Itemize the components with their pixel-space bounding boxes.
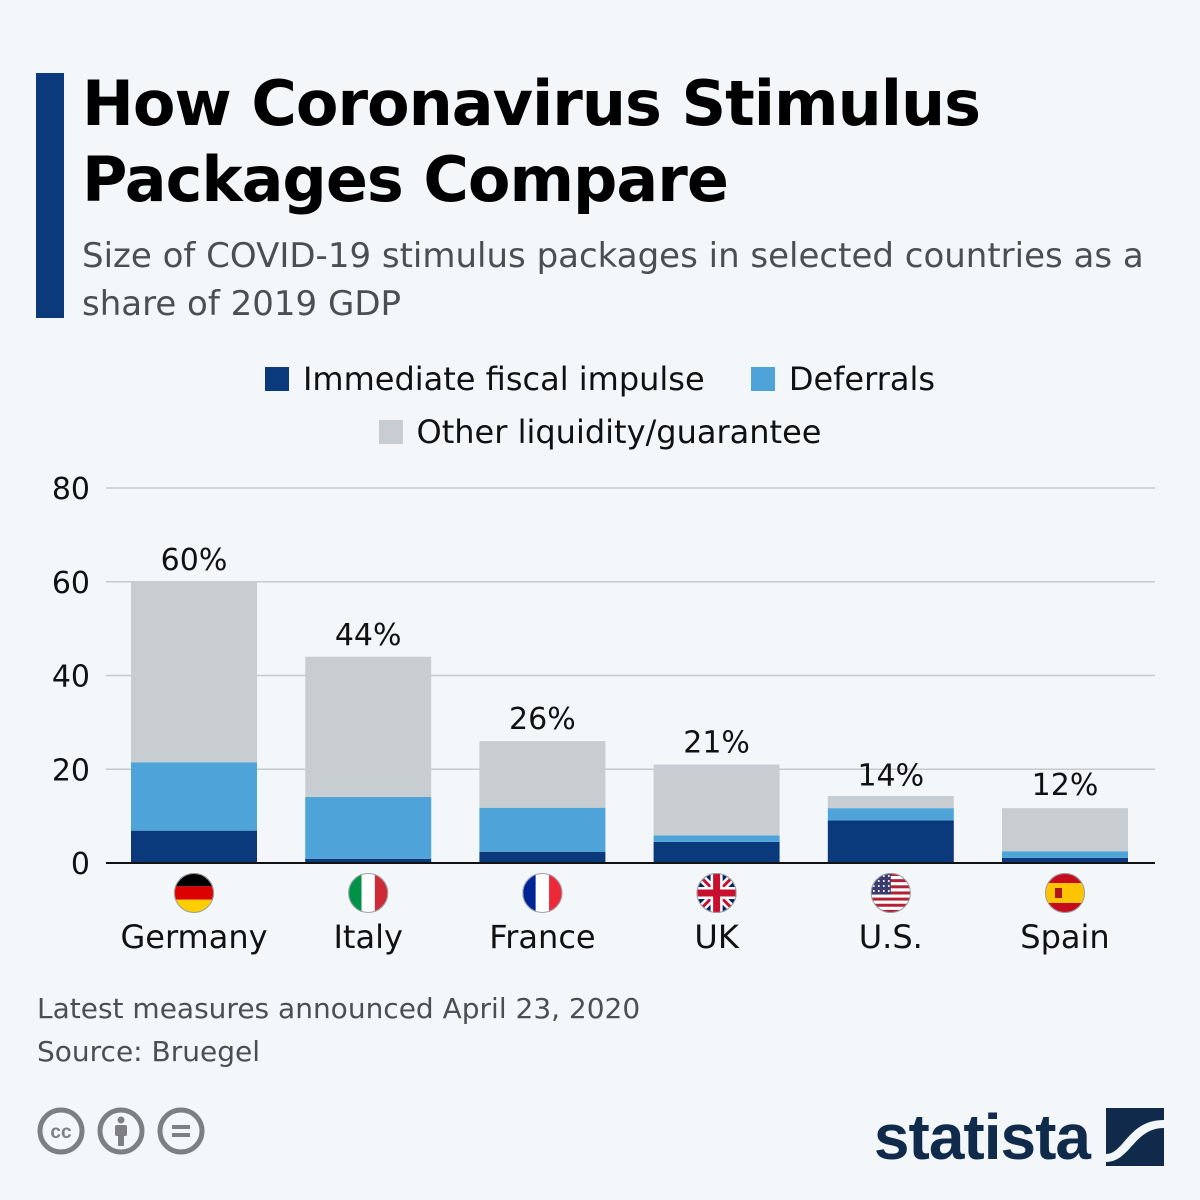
svg-text:cc: cc [50, 1122, 72, 1143]
total-data-label: 26% [509, 702, 576, 737]
y-tick-label: 20 [52, 753, 90, 788]
bar-segment-immediate [305, 858, 432, 863]
flag-uk-icon [696, 873, 737, 913]
bar-segment-immediate [827, 820, 954, 863]
flag-france-border [522, 873, 563, 913]
bar-segment-other [653, 764, 780, 836]
bar-segment-immediate [1002, 857, 1128, 863]
legend-item-immediate: Immediate fiscal impulse [264, 360, 705, 398]
bar-segment-deferrals [131, 762, 257, 831]
x-category-label: U.S. [859, 918, 923, 956]
brand-name: statista [873, 1101, 1091, 1173]
chart-title: How Coronavirus Stimulus Packages Compar… [82, 67, 981, 216]
bar-segment-other [479, 741, 606, 808]
legend-swatch-other [378, 420, 403, 444]
bar-segment-deferrals [1002, 851, 1128, 858]
total-data-label: 12% [1032, 768, 1099, 803]
flag-us-icon [870, 873, 911, 913]
legend-row-2: Other liquidity/guarantee [0, 413, 1200, 452]
attribution-icon[interactable] [96, 1106, 146, 1156]
x-category-label: Spain [1020, 918, 1109, 956]
chart-subtitle: Size of COVID-19 stimulus packages in se… [82, 236, 1144, 324]
no-derivatives-icon[interactable] [156, 1106, 206, 1156]
legend-item-deferrals: Deferrals [750, 360, 936, 398]
title-accent-bar [36, 73, 64, 318]
total-data-label: 14% [857, 758, 924, 793]
y-tick-label: 80 [52, 472, 90, 507]
bar-segment-other [827, 795, 954, 809]
total-data-label: 60% [161, 543, 228, 578]
legend-item-other: Other liquidity/guarantee [378, 413, 822, 451]
footnote: Latest measures announced April 23, 2020 [37, 992, 641, 1025]
cc-icon[interactable]: cc [36, 1106, 86, 1156]
legend-label: Other liquidity/guarantee [416, 413, 822, 451]
bar-segment-immediate [653, 841, 780, 863]
bar-segment-deferrals [827, 808, 954, 821]
y-tick-label: 40 [52, 660, 90, 695]
source-note: Source: Bruegel [37, 1035, 260, 1068]
x-category-label: France [489, 918, 595, 956]
flag-uk-border [696, 873, 737, 913]
flag-germany-border [174, 873, 214, 913]
bar-segment-deferrals [305, 796, 432, 859]
legend-swatch-immediate [264, 367, 289, 391]
y-tick-label: 60 [52, 566, 90, 601]
legend-label: Immediate fiscal impulse [302, 360, 705, 398]
y-tick-label: 0 [71, 847, 90, 882]
flag-spain-icon [1045, 873, 1085, 913]
bar-segment-immediate [131, 830, 257, 863]
bar-segment-deferrals [653, 835, 780, 842]
legend-label: Deferrals [788, 360, 936, 398]
x-category-label: Italy [333, 918, 402, 956]
statista-mark-icon [1106, 1108, 1164, 1166]
bar-segment-deferrals [479, 807, 606, 852]
flag-us-border [870, 873, 911, 913]
flag-italy-border [348, 873, 389, 913]
statista-logo[interactable]: statista [874, 1100, 1164, 1174]
total-data-label: 44% [335, 618, 402, 653]
bar-segment-other [1002, 808, 1128, 852]
total-data-label: 21% [683, 726, 750, 761]
legend-swatch-deferrals [750, 367, 775, 391]
x-category-label: Germany [120, 918, 267, 956]
x-category-label: UK [694, 918, 739, 956]
bar-segment-other [305, 656, 432, 797]
license-icons: cc [36, 1106, 206, 1156]
legend-row-1: Immediate fiscal impulse Deferrals [0, 360, 1200, 399]
bar-segment-other [131, 581, 257, 763]
bar-segment-immediate [479, 851, 606, 863]
flag-spain-border [1045, 873, 1085, 913]
